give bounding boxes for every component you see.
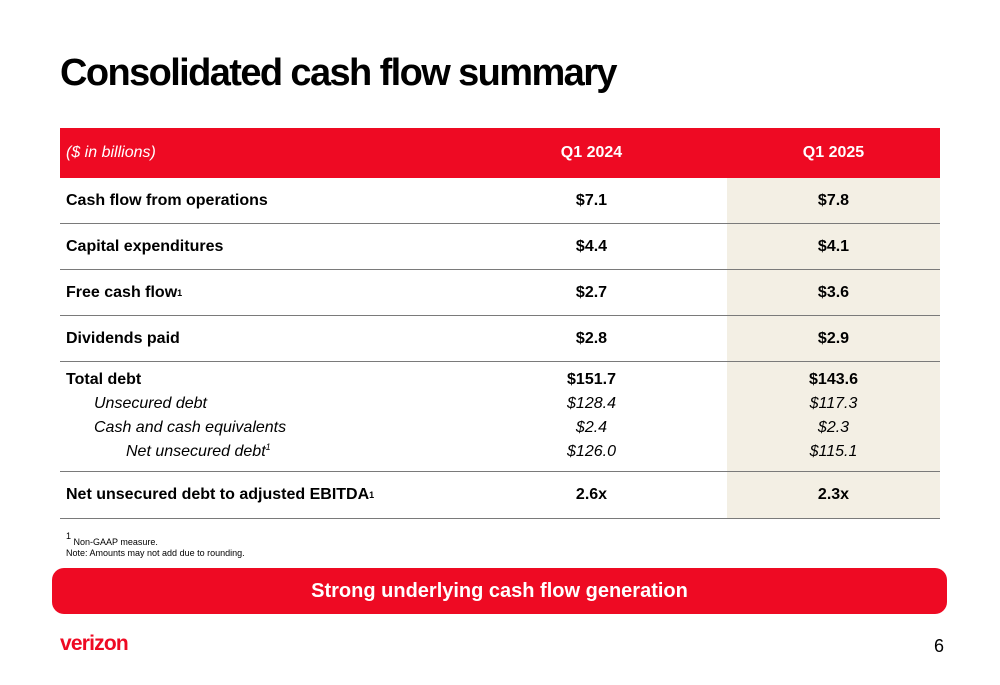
value-q1-2025: $7.8 [727,178,940,223]
total-debt-q1-2025: $143.6 [809,371,858,388]
page-number: 6 [934,636,945,656]
value-q1-2024: $4.4 [575,237,608,255]
table-row: Cash flow from operations $7.1 $7.8 [60,178,940,224]
header-q1-2025: Q1 2025 [802,144,865,161]
value-q1-2025: $2.9 [727,316,940,361]
value-q1-2025: $3.6 [727,270,940,315]
footnote-marker: 1 [66,531,72,541]
table-row: Free cash flow 1 $2.7 $3.6 [60,270,940,316]
header-units-label: ($ in billions) [66,144,156,161]
cash-flow-table: ($ in billions) Q1 2024 Q1 2025 Cash flo… [60,128,940,519]
row-label-cell: Free cash flow 1 [66,283,183,301]
debt-values-q1-2024: $151.7 $128.4 $2.4 $126.0 [456,362,727,471]
value-q1-2025: 2.3x [727,472,940,518]
cash-equivalents-q1-2025: $2.3 [817,419,850,436]
table-row: Dividends paid $2.8 $2.9 [60,316,940,362]
value-q1-2024: $2.7 [575,283,608,301]
footnotes: 1 Non-GAAP measure. Note: Amounts may no… [66,532,245,559]
value-q1-2024: $2.8 [575,329,608,347]
net-unsecured-debt-q1-2025: $115.1 [809,443,858,460]
row-label: Dividends paid [66,329,180,347]
value-q1-2024: $7.1 [575,191,608,209]
unsecured-debt-label: Unsecured debt [94,395,207,412]
cash-equivalents-q1-2024: $2.4 [575,419,608,436]
table-row: Net unsecured debt to adjusted EBITDA 1 2… [60,472,940,519]
row-label-cell: Net unsecured debt to adjusted EBITDA 1 [66,486,375,503]
unsecured-debt-q1-2025: $117.3 [809,395,858,412]
row-label: Cash flow from operations [66,191,268,209]
footnote-1: 1 Non-GAAP measure. [66,532,245,548]
footnote-text: Non-GAAP measure. [71,537,158,547]
value-q1-2025: $4.1 [727,224,940,269]
debt-values-q1-2025: $143.6 $117.3 $2.3 $115.1 [727,362,940,471]
page-title: Consolidated cash flow summary [60,52,618,94]
footnote-note: Note: Amounts may not add due to roundin… [66,548,245,558]
unsecured-debt-q1-2024: $128.4 [567,395,616,412]
net-unsecured-debt-label-cell: Net unsecured debt1 [66,440,456,464]
header-q1-2024: Q1 2024 [560,144,623,161]
summary-banner: Strong underlying cash flow generation [52,568,947,614]
table-row: Capital expenditures $4.4 $4.1 [60,224,940,270]
total-debt-label: Total debt [66,371,142,388]
footnote-marker: 1 [265,442,271,452]
debt-labels: Total debt Unsecured debt Cash and cash … [60,362,456,471]
row-label: Free cash flow [66,283,178,301]
verizon-logo: verizon [60,632,129,655]
net-unsecured-debt-label: Net unsecured debt [126,443,266,460]
net-unsecured-debt-q1-2024: $126.0 [567,443,616,460]
row-label: Capital expenditures [66,237,224,255]
debt-row-group: Total debt Unsecured debt Cash and cash … [60,362,940,472]
table-header: ($ in billions) Q1 2024 Q1 2025 [60,128,940,178]
row-label: Net unsecured debt to adjusted EBITDA [66,486,370,503]
value-q1-2024: 2.6x [575,486,608,503]
cash-equivalents-label: Cash and cash equivalents [94,419,287,436]
total-debt-q1-2024: $151.7 [567,371,616,388]
